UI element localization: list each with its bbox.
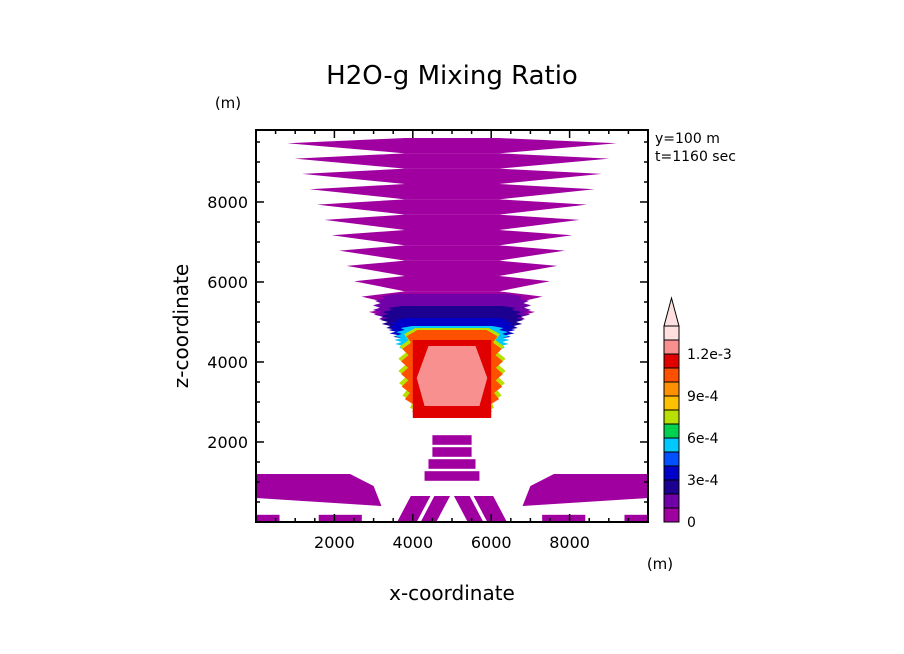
plume-tooth [346, 260, 558, 276]
colorbar-swatch [663, 353, 680, 369]
column-band [424, 471, 480, 481]
x-axis-label: x-coordinate [389, 581, 515, 605]
surface-band [522, 474, 648, 506]
x-tick-label: 6000 [471, 533, 512, 552]
info-line-position: y=100 m [655, 131, 720, 147]
y-axis-ticks: 2000 4000 6000 8000 [207, 141, 648, 503]
plume-tooth [309, 184, 595, 200]
surface-strip [542, 514, 586, 522]
plume-tooth [354, 276, 550, 292]
column-band [428, 459, 476, 469]
surface-strip [624, 514, 648, 522]
column-band [432, 447, 472, 457]
contour-field [256, 138, 648, 522]
y-tick-label: 2000 [207, 433, 248, 452]
plume-tooth [287, 138, 617, 154]
plume-tooth [331, 230, 573, 246]
colorbar: 0 3e-4 6e-4 9e-4 1.2e-3 [663, 296, 732, 531]
y-tick-label: 6000 [207, 273, 248, 292]
colorbar-swatch [663, 395, 680, 411]
colorbar-label: 0 [687, 515, 696, 531]
surface-diagonal [420, 496, 451, 522]
colorbar-swatch [663, 465, 680, 481]
x-unit-label: (m) [647, 555, 673, 573]
colorbar-swatch [663, 381, 680, 397]
surface-diagonal [473, 496, 507, 522]
surface-diagonal [397, 496, 431, 522]
colorbar-swatch [663, 325, 680, 341]
y-tick-label: 4000 [207, 353, 248, 372]
plume-tooth [316, 199, 588, 215]
colorbar-swatch [663, 437, 680, 453]
plot-area: 2000 4000 6000 8000 2000 4000 6000 8000 [207, 129, 649, 552]
x-tick-label: 8000 [549, 533, 590, 552]
surface-diagonal [453, 496, 484, 522]
colorbar-label: 6e-4 [687, 431, 719, 447]
x-tick-label: 4000 [392, 533, 433, 552]
plume-tooth [324, 214, 580, 230]
colorbar-swatch [663, 493, 680, 509]
contour-layers [256, 138, 648, 522]
colorbar-label: 1.2e-3 [687, 347, 732, 363]
colorbar-swatch [663, 451, 680, 467]
colorbar-swatch [663, 339, 680, 355]
y-axis-label: z-coordinate [169, 264, 193, 388]
column-band [432, 435, 472, 445]
surface-band [256, 474, 382, 506]
surface-strip [318, 514, 362, 522]
x-axis-ticks: 2000 4000 6000 8000 [274, 130, 630, 552]
colorbar-label: 9e-4 [687, 389, 719, 405]
colorbar-swatch [663, 409, 680, 425]
x-tick-label: 2000 [314, 533, 355, 552]
y-tick-label: 8000 [207, 193, 248, 212]
info-line-time: t=1160 sec [655, 149, 736, 165]
colorbar-swatch [663, 423, 680, 439]
chart-title: H2O-g Mixing Ratio [326, 61, 578, 91]
plume-tooth [302, 168, 602, 184]
surface-strip [256, 514, 280, 522]
colorbar-swatch [663, 479, 680, 495]
y-unit-label: (m) [215, 94, 241, 112]
core-maximum [416, 346, 488, 406]
colorbar-label: 3e-4 [687, 473, 719, 489]
colorbar-swatch [663, 367, 680, 383]
plume-tooth [294, 153, 610, 169]
plume-tooth [339, 245, 565, 261]
colorbar-extend-arrow [663, 296, 680, 327]
colorbar-swatch [663, 507, 680, 523]
